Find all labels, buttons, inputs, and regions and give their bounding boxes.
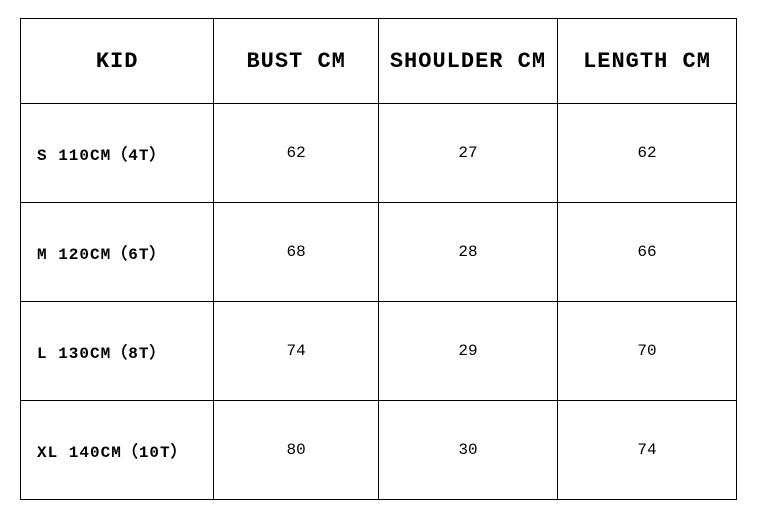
table-row: XL 140CM（10T） 80 30 74 <box>21 401 737 500</box>
cell-size: M 120CM（6T） <box>21 203 214 302</box>
table-row: L 130CM（8T） 74 29 70 <box>21 302 737 401</box>
col-header-length: LENGTH CM <box>557 19 736 104</box>
cell-shoulder: 29 <box>378 302 557 401</box>
cell-shoulder: 27 <box>378 104 557 203</box>
cell-shoulder: 28 <box>378 203 557 302</box>
cell-length: 62 <box>557 104 736 203</box>
size-chart-container: KID BUST CM SHOULDER CM LENGTH CM S 110C… <box>0 0 757 528</box>
cell-bust: 62 <box>214 104 379 203</box>
col-header-bust: BUST CM <box>214 19 379 104</box>
cell-bust: 74 <box>214 302 379 401</box>
col-header-shoulder: SHOULDER CM <box>378 19 557 104</box>
cell-length: 66 <box>557 203 736 302</box>
cell-size: S 110CM（4T） <box>21 104 214 203</box>
cell-bust: 68 <box>214 203 379 302</box>
cell-bust: 80 <box>214 401 379 500</box>
table-row: M 120CM（6T） 68 28 66 <box>21 203 737 302</box>
cell-size: L 130CM（8T） <box>21 302 214 401</box>
cell-length: 74 <box>557 401 736 500</box>
cell-length: 70 <box>557 302 736 401</box>
table-header-row: KID BUST CM SHOULDER CM LENGTH CM <box>21 19 737 104</box>
table-row: S 110CM（4T） 62 27 62 <box>21 104 737 203</box>
size-chart-table: KID BUST CM SHOULDER CM LENGTH CM S 110C… <box>20 18 737 500</box>
cell-shoulder: 30 <box>378 401 557 500</box>
cell-size: XL 140CM（10T） <box>21 401 214 500</box>
col-header-kid: KID <box>21 19 214 104</box>
